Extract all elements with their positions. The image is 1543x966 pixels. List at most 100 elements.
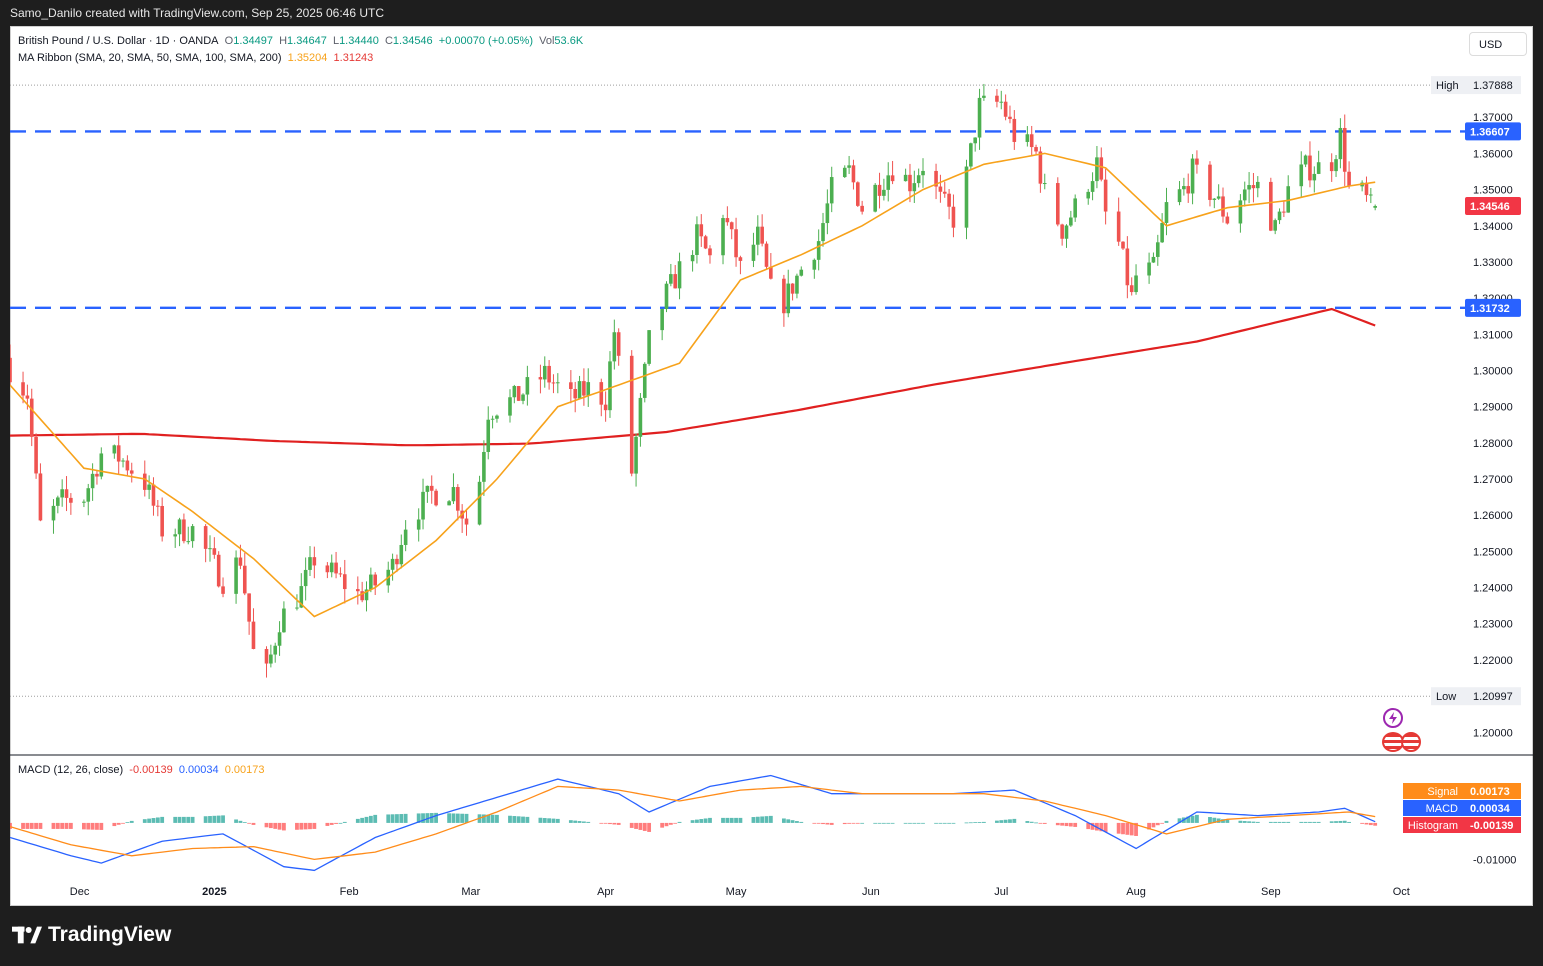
candle xyxy=(456,484,460,521)
histogram-bar xyxy=(812,822,817,824)
histogram-bar xyxy=(1281,821,1286,823)
candle xyxy=(1129,277,1134,296)
histogram-bar xyxy=(173,816,178,823)
candle-body xyxy=(690,254,695,262)
histogram-bar xyxy=(1147,822,1151,830)
candle-body xyxy=(699,224,704,237)
candle xyxy=(1238,194,1243,233)
candle-body xyxy=(390,558,395,570)
candle xyxy=(1121,241,1125,251)
candle-body xyxy=(677,261,682,289)
candle xyxy=(821,212,825,247)
currency-button[interactable]: USD xyxy=(1469,32,1527,56)
histogram-tag: Histogram -0.00139 xyxy=(1403,817,1521,833)
candle-body xyxy=(738,257,743,261)
histogram-bar xyxy=(1029,821,1034,823)
candle xyxy=(116,435,121,475)
candle xyxy=(429,475,434,504)
candle xyxy=(999,90,1004,110)
candle-body xyxy=(860,205,864,212)
histogram-bar xyxy=(677,821,682,823)
candle-body xyxy=(82,501,86,503)
price-tick-label: 1.26000 xyxy=(1473,510,1513,522)
histogram-bar xyxy=(799,821,804,823)
symbol-title: British Pound / U.S. Dollar · 1D · OANDA xyxy=(18,35,219,47)
histogram-bar xyxy=(51,822,56,829)
histogram-bar xyxy=(1008,819,1012,823)
candle xyxy=(86,483,91,516)
candle-body xyxy=(751,244,756,261)
price-tick-label: 1.24000 xyxy=(1473,583,1513,595)
candle xyxy=(856,181,860,208)
histogram-bar xyxy=(68,822,73,829)
candle xyxy=(795,273,799,299)
price-chart[interactable]: 1.200001.210001.220001.230001.240001.250… xyxy=(10,26,1533,906)
histogram-bar xyxy=(247,822,252,824)
candle-body xyxy=(1373,206,1377,208)
candle-body xyxy=(569,382,573,389)
histogram-bar xyxy=(395,814,399,823)
candle xyxy=(434,488,438,507)
candle xyxy=(921,158,925,188)
volume-label: Vol xyxy=(539,35,555,47)
candle xyxy=(99,447,104,480)
histogram-bar xyxy=(877,822,882,824)
candle xyxy=(1069,210,1073,227)
histogram-bar xyxy=(829,822,834,825)
price-tick-label: 1.33000 xyxy=(1473,257,1513,269)
histogram-bar xyxy=(221,815,225,823)
histogram-bar xyxy=(1134,822,1138,836)
candle xyxy=(569,370,573,404)
us-flag-event-icon-2[interactable] xyxy=(1401,732,1421,752)
histogram-bar xyxy=(642,822,647,831)
candle-body xyxy=(364,589,369,601)
horizontal-levels xyxy=(10,84,1465,697)
candle xyxy=(969,142,973,170)
sma-200-line xyxy=(10,307,1376,447)
candle-body xyxy=(1247,185,1251,190)
candle-body xyxy=(1060,224,1064,239)
candle-body xyxy=(829,177,834,204)
candle-body xyxy=(964,166,969,228)
candle-body xyxy=(1190,158,1195,194)
price-tick-label: 1.34000 xyxy=(1473,221,1513,233)
candle-body xyxy=(669,274,673,284)
candle-body xyxy=(542,365,547,380)
candle xyxy=(486,406,491,460)
low-label: L xyxy=(332,35,340,47)
candle xyxy=(690,250,695,272)
candle xyxy=(760,214,764,247)
candle xyxy=(1255,176,1260,198)
histogram-bar xyxy=(1012,818,1017,823)
candle xyxy=(1299,151,1304,198)
candle xyxy=(782,274,786,327)
candle xyxy=(451,473,456,505)
histogram-bar xyxy=(182,816,186,823)
candle xyxy=(938,174,943,203)
histogram-bar xyxy=(1273,821,1278,823)
candle-body xyxy=(29,398,34,437)
histogram-bar xyxy=(938,822,943,824)
price-tick-label: 1.29000 xyxy=(1473,402,1513,414)
candle-body xyxy=(673,274,677,289)
histogram-bar xyxy=(1299,821,1304,823)
lightning-event-icon[interactable] xyxy=(1383,708,1403,728)
histogram-bar xyxy=(973,822,978,823)
candle xyxy=(325,562,330,579)
candle xyxy=(1334,154,1338,177)
time-tick-label: May xyxy=(726,886,747,898)
candle-body xyxy=(338,573,343,575)
candle-body xyxy=(295,607,299,609)
histogram-bar xyxy=(112,822,117,827)
candle-body xyxy=(312,557,317,566)
change-value: +0.00070 (+0.05%) xyxy=(438,35,533,47)
candle xyxy=(29,388,34,447)
histogram-bar xyxy=(755,816,760,823)
price-tick-label: 1.31000 xyxy=(1473,329,1513,341)
candle-body xyxy=(1273,220,1277,231)
candle xyxy=(1086,188,1091,205)
histogram-bar xyxy=(264,822,269,828)
candle-body xyxy=(342,574,347,590)
candle xyxy=(308,546,312,577)
candle-body xyxy=(525,377,530,395)
